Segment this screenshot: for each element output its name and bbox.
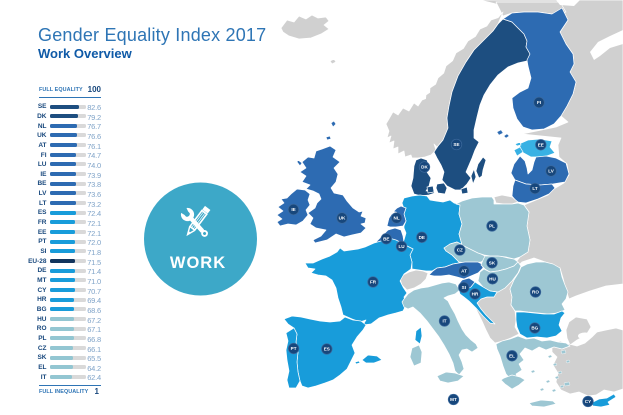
svg-text:SE: SE: [453, 142, 459, 147]
svg-text:RO: RO: [532, 290, 539, 295]
svg-text:DK: DK: [421, 165, 428, 170]
svg-text:AT: AT: [461, 269, 467, 274]
svg-text:PT: PT: [291, 346, 297, 351]
svg-text:MT: MT: [450, 397, 457, 402]
svg-text:SI: SI: [462, 285, 466, 290]
svg-text:DE: DE: [419, 235, 425, 240]
svg-text:PL: PL: [489, 224, 495, 229]
svg-text:CZ: CZ: [457, 248, 463, 253]
svg-text:IE: IE: [291, 207, 295, 212]
svg-text:CY: CY: [585, 399, 591, 404]
svg-text:EL: EL: [509, 353, 515, 358]
svg-text:EE: EE: [538, 142, 544, 147]
svg-text:FI: FI: [537, 100, 541, 105]
svg-text:NL: NL: [394, 216, 400, 221]
svg-text:LT: LT: [532, 186, 537, 191]
svg-text:BG: BG: [531, 326, 538, 331]
svg-text:BE: BE: [383, 236, 389, 241]
svg-text:ES: ES: [324, 347, 330, 352]
svg-text:IT: IT: [442, 319, 446, 324]
svg-text:SK: SK: [489, 260, 496, 265]
svg-text:HR: HR: [472, 292, 479, 297]
svg-text:HU: HU: [489, 276, 496, 281]
svg-text:LV: LV: [548, 169, 554, 174]
svg-text:WORK: WORK: [170, 254, 226, 272]
svg-text:LU: LU: [398, 244, 405, 249]
svg-text:UK: UK: [339, 216, 346, 221]
svg-text:FR: FR: [370, 280, 377, 285]
